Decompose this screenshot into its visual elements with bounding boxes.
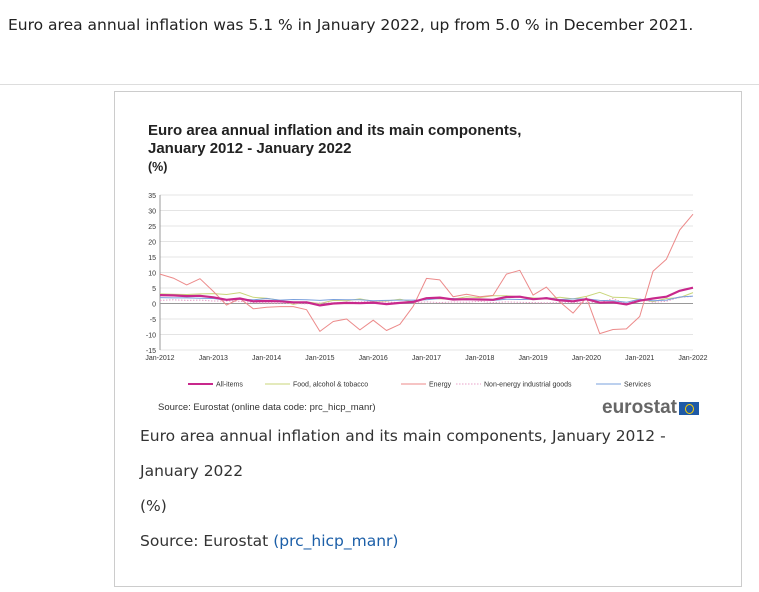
x-tick-label: Jan-2020 [572, 355, 601, 362]
caption-unit: (%) [140, 497, 167, 515]
legend-label: All-items [216, 382, 243, 389]
series-line-all-items [159, 286, 694, 307]
y-tick-label: 20 [148, 240, 156, 247]
y-tick-label: 35 [148, 193, 156, 200]
y-tick-label: 25 [148, 224, 156, 231]
y-tick-label: 10 [148, 271, 156, 278]
legend-label: Non-energy industrial goods [484, 382, 572, 389]
y-tick-label: -10 [146, 333, 156, 340]
x-tick-label: Jan-2012 [145, 355, 174, 362]
divider [0, 84, 759, 85]
caption-title: Euro area annual inflation and its main … [140, 427, 666, 445]
eurostat-logo: eurostat [602, 397, 699, 419]
logo-text: eurostat [602, 397, 677, 418]
figure-box [114, 91, 742, 587]
chart-source: Source: Eurostat (online data code: prc_… [158, 402, 376, 413]
x-tick-label: Jan-2017 [412, 355, 441, 362]
series-line-non-energy-industrial-goods [159, 295, 694, 305]
series-line-energy [159, 213, 694, 335]
x-tick-label: Jan-2021 [625, 355, 654, 362]
x-tick-label: Jan-2013 [199, 355, 228, 362]
y-tick-label: 30 [148, 209, 156, 216]
x-tick-label: Jan-2016 [359, 355, 388, 362]
x-tick-label: Jan-2014 [252, 355, 281, 362]
chart-unit: (%) [148, 160, 168, 174]
y-tick-label: -5 [150, 317, 156, 324]
y-tick-label: 0 [152, 302, 156, 309]
headline: Euro area annual inflation was 5.1 % in … [8, 16, 694, 34]
y-tick-label: 15 [148, 255, 156, 262]
x-tick-label: Jan-2019 [518, 355, 547, 362]
caption-source-prefix: Source: Eurostat [140, 532, 274, 550]
x-tick-label: Jan-2022 [678, 355, 707, 362]
caption-source: Source: Eurostat (prc_hicp_manr) [140, 532, 398, 550]
legend-label: Energy [429, 382, 452, 389]
legend-label: Services [624, 382, 651, 389]
chart-title-line1: Euro area annual inflation and its main … [148, 122, 522, 139]
caption-title-cont: January 2022 [140, 462, 244, 480]
y-tick-label: 5 [152, 286, 156, 293]
source-link[interactable]: (prc_hicp_manr) [273, 532, 399, 550]
chart-title-line2: January 2012 - January 2022 [148, 140, 352, 157]
x-tick-label: Jan-2015 [305, 355, 334, 362]
legend-label: Food, alcohol & tobacco [293, 382, 368, 389]
eu-flag-icon [678, 401, 699, 415]
y-tick-label: -15 [146, 348, 156, 355]
x-tick-label: Jan-2018 [465, 355, 494, 362]
chart-title: Euro area annual inflation and its main … [148, 122, 521, 158]
